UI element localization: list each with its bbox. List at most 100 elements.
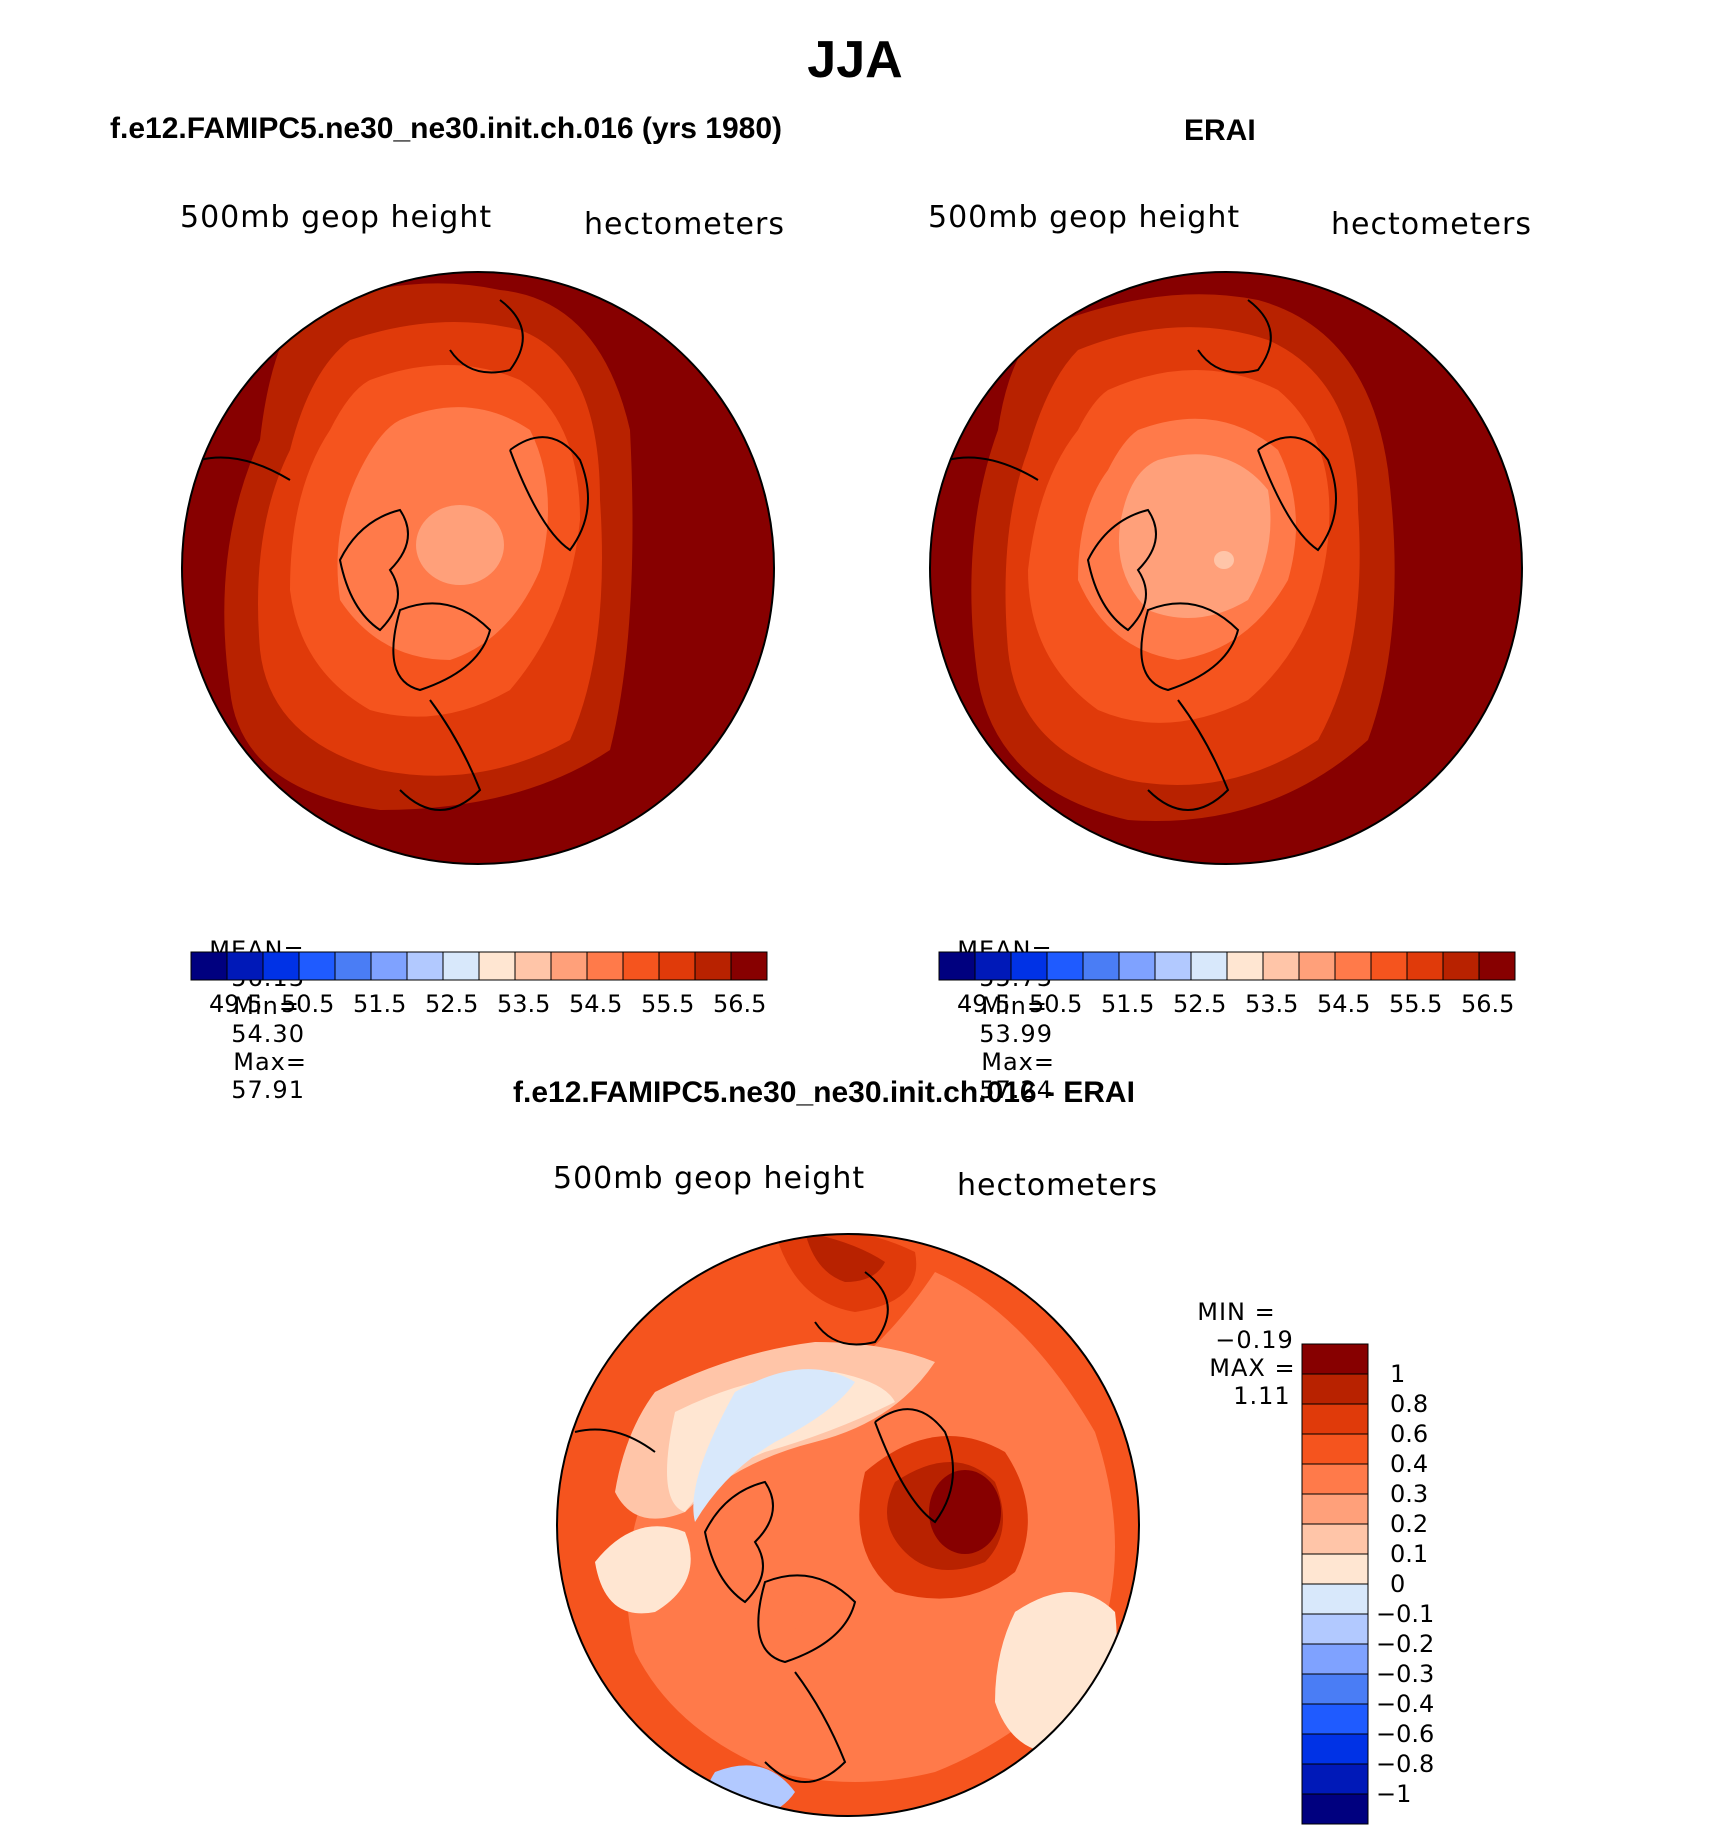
colorbar-swatch	[1301, 1643, 1369, 1675]
difference-tick: 0.2	[1390, 1510, 1429, 1538]
colorbar-swatch	[1301, 1493, 1369, 1525]
colorbar-swatch	[1046, 951, 1084, 981]
diff-contour-0.8-north	[805, 1234, 885, 1282]
colorbar-swatch	[370, 951, 408, 981]
colorbar-swatch	[1478, 951, 1516, 981]
panel-1-stats: MEAN= 56.13 Min= 54.30 Max= 57.91	[192, 908, 307, 1104]
colorbar-swatch	[1370, 951, 1408, 981]
panel-1-tick: 54.5	[569, 990, 623, 1018]
colorbar-swatch	[1301, 1343, 1369, 1375]
difference-tick: −0.3	[1376, 1660, 1435, 1688]
panel-1-colorbar	[190, 951, 768, 981]
difference-min-label: MIN =	[1197, 1298, 1276, 1326]
diff-contour-1	[929, 1470, 1001, 1554]
colorbar-swatch	[514, 951, 552, 981]
panel-1-tick: 53.5	[497, 990, 551, 1018]
colorbar-swatch	[730, 951, 768, 981]
panel-1-tick: 51.5	[353, 990, 407, 1018]
difference-min: −0.19	[1215, 1326, 1294, 1354]
difference-colorbar-ticks: 1 0.8 0.6 0.4 0.3 0.2 0.1 0 −0.1 −0.2 −0…	[1376, 1344, 1486, 1824]
panel-1-tick: 56.5	[713, 990, 767, 1018]
panel-1-tick: 50.5	[281, 990, 335, 1018]
colorbar-swatch	[298, 951, 336, 981]
difference-tick: 0.1	[1390, 1540, 1429, 1568]
difference-colorbar	[1301, 1343, 1369, 1825]
colorbar-swatch	[1406, 951, 1444, 981]
colorbar-swatch	[1226, 951, 1264, 981]
diff-contour-neg-0.1	[693, 1369, 855, 1522]
map-erai	[929, 271, 1523, 865]
colorbar-swatch	[1301, 1793, 1369, 1825]
diff-contour-0.3-greenland	[723, 1566, 805, 1652]
colorbar-swatch	[1301, 1553, 1369, 1585]
colorbar-swatch	[1301, 1673, 1369, 1705]
map-1-contour-54	[416, 505, 504, 585]
diff-contour-0.1	[667, 1372, 895, 1512]
difference-tick: −0.4	[1376, 1690, 1435, 1718]
panel-1-tick: 49.5	[209, 990, 263, 1018]
colorbar-swatch	[938, 951, 976, 981]
colorbar-swatch	[622, 951, 660, 981]
panel-1-max: 57.91	[231, 1076, 305, 1104]
map-2-contour-53.5	[1214, 551, 1234, 569]
colorbar-swatch	[1301, 1613, 1369, 1645]
difference-tick: 0.8	[1390, 1390, 1429, 1418]
colorbar-swatch	[190, 951, 228, 981]
panel-2-min: 53.99	[979, 1020, 1053, 1048]
panel-2-title: ERAI	[1184, 114, 1256, 147]
colorbar-swatch	[694, 951, 732, 981]
map-model	[181, 271, 775, 865]
difference-min-max: MIN = −0.19 MAX = 1.11	[1180, 1270, 1296, 1410]
difference-tick: −0.2	[1376, 1630, 1435, 1658]
difference-max-label: MAX =	[1209, 1354, 1296, 1382]
panel-2-min-label: Min=	[981, 992, 1048, 1020]
colorbar-swatch	[1334, 951, 1372, 981]
panel-1-min-label: Min=	[233, 992, 300, 1020]
panel-2-colorbar	[938, 951, 1516, 981]
panel-2-tick: 50.5	[1029, 990, 1083, 1018]
panel-1-title: f.e12.FAMIPC5.ne30_ne30.init.ch.016 (yrs…	[110, 112, 782, 145]
colorbar-swatch	[1262, 951, 1300, 981]
panel-2-tick: 51.5	[1101, 990, 1155, 1018]
panel-2-max-label: Max=	[981, 1048, 1055, 1076]
panel-1-tick: 52.5	[425, 990, 479, 1018]
panel-1-colorbar-ticks: 49.5 50.5 51.5 52.5 53.5 54.5 55.5 56.5	[191, 990, 767, 1020]
panel-2-tick: 49.5	[957, 990, 1011, 1018]
colorbar-swatch	[1154, 951, 1192, 981]
colorbar-swatch	[1301, 1733, 1369, 1765]
panel-2-tick: 53.5	[1245, 990, 1299, 1018]
colorbar-swatch	[1298, 951, 1336, 981]
panel-1-max-label: Max=	[233, 1048, 307, 1076]
colorbar-swatch	[262, 951, 300, 981]
colorbar-swatch	[334, 951, 372, 981]
panel-2-units-label: hectometers	[1331, 207, 1532, 242]
colorbar-swatch	[1118, 951, 1156, 981]
panel-1-min: 54.30	[231, 1020, 305, 1048]
difference-variable-label: 500mb geop height	[553, 1161, 866, 1196]
panel-2-max: 57.24	[979, 1076, 1053, 1104]
colorbar-swatch	[1301, 1373, 1369, 1405]
difference-tick: 0	[1390, 1570, 1406, 1598]
diff-contour-0.1-west	[595, 1526, 691, 1614]
panel-1-variable-label: 500mb geop height	[180, 200, 493, 235]
panel-1-tick: 55.5	[641, 990, 695, 1018]
colorbar-swatch	[478, 951, 516, 981]
colorbar-swatch	[1301, 1583, 1369, 1615]
difference-tick: 0.6	[1390, 1420, 1429, 1448]
colorbar-swatch	[974, 951, 1012, 981]
colorbar-swatch	[1190, 951, 1228, 981]
difference-tick: −1	[1376, 1780, 1412, 1808]
colorbar-swatch	[1301, 1403, 1369, 1435]
colorbar-swatch	[1301, 1703, 1369, 1735]
difference-tick: 0.4	[1390, 1450, 1429, 1478]
difference-tick: −0.1	[1376, 1600, 1435, 1628]
difference-tick: 0.3	[1390, 1480, 1429, 1508]
colorbar-swatch	[1301, 1463, 1369, 1495]
panel-2-colorbar-ticks: 49.5 50.5 51.5 52.5 53.5 54.5 55.5 56.5	[939, 990, 1515, 1020]
panel-2-variable-label: 500mb geop height	[928, 200, 1241, 235]
colorbar-swatch	[1010, 951, 1048, 981]
colorbar-swatch	[586, 951, 624, 981]
difference-units-label: hectometers	[957, 1168, 1158, 1203]
map-2-contour-54	[1118, 454, 1271, 618]
diff-coastlines	[574, 1271, 954, 1783]
